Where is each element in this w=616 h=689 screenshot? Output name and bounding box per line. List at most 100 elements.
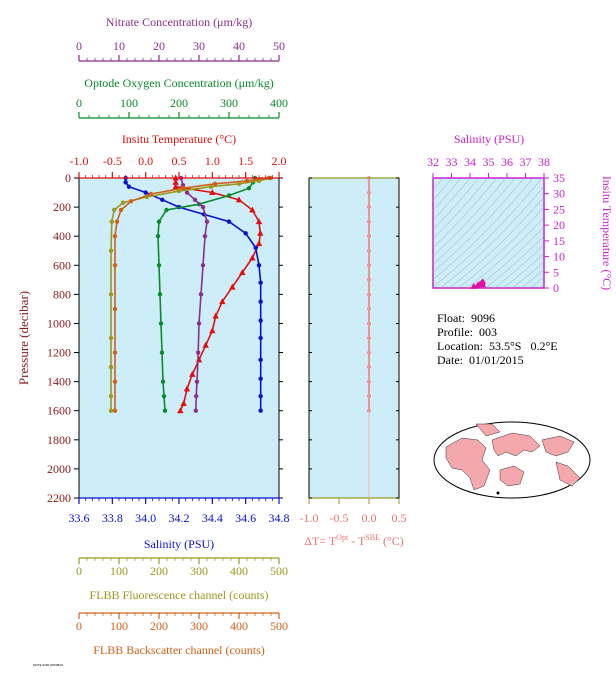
oxygen-point <box>164 207 169 213</box>
info-location: Location: 53.5°S 0.2°E <box>437 339 558 353</box>
fluorescence-point <box>208 184 214 189</box>
temperature-point <box>239 269 246 276</box>
nitrate-axis-title: Nitrate Concentration (μm/kg) <box>106 15 252 29</box>
ts-isopycnal <box>539 284 544 288</box>
temperature-tick-label: 1.0 <box>205 154 220 168</box>
nitrate-point <box>198 292 204 297</box>
oxygen-point <box>161 393 167 399</box>
oxygen-point <box>226 193 232 198</box>
oxygen-point <box>156 263 162 268</box>
salinity-point <box>258 357 263 363</box>
temperature-tick-label: -0.5 <box>103 154 122 168</box>
pressure-axis-label: Pressure (decibar) <box>16 291 31 385</box>
backscatter-point <box>112 233 118 239</box>
ts-y-tick-label: 5 <box>553 265 559 279</box>
temperature-point <box>235 196 243 203</box>
pressure-tick-label: 200 <box>53 200 71 214</box>
oxygen-tick-label: 0 <box>76 96 82 110</box>
backscatter-tick-label: 100 <box>110 619 128 633</box>
fluorescence-point <box>108 393 114 399</box>
temperature-tick-label: 0.0 <box>138 154 153 168</box>
dt-tick-label: -0.5 <box>330 511 349 525</box>
info-profile: Profile: 003 <box>437 325 497 339</box>
pressure-tick-label: 600 <box>53 258 71 272</box>
pressure-tick-label: 0 <box>65 171 71 185</box>
ts-isopycnal <box>485 235 544 288</box>
fluorescence-axis-title: FLBB Fluorescence channel (counts) <box>90 588 269 602</box>
ts-isopycnal <box>449 196 544 288</box>
temperature-axis-title: Insitu Temperature (°C) <box>122 132 236 146</box>
nitrate-point <box>194 379 200 384</box>
ts-x-tick-label: 38 <box>538 155 550 169</box>
nitrate-point <box>184 190 190 195</box>
nitrate-point <box>202 233 208 239</box>
backscatter-axis-title: FLBB Backscatter channel (counts) <box>93 643 265 657</box>
temperature-point <box>209 327 216 334</box>
nitrate-point <box>196 350 201 355</box>
ts-temperature-label: Insitu Temperature (°C) <box>600 176 614 290</box>
salinity-tick-label: 33.8 <box>102 511 123 525</box>
backscatter-point <box>244 178 250 184</box>
salinity-tick-label: 34.8 <box>269 511 290 525</box>
backscatter-tick-label: 400 <box>230 619 248 633</box>
backscatter-point <box>112 408 118 413</box>
temperature-point <box>180 399 187 406</box>
nitrate-tick-label: 30 <box>193 39 205 53</box>
ts-isopycnals <box>433 178 544 288</box>
nitrate-point <box>193 408 198 413</box>
info-float: Float: 9096 <box>437 311 496 325</box>
float-location-marker <box>496 491 500 495</box>
temperature-tick-label: 2.0 <box>272 154 287 168</box>
backscatter-point <box>112 379 118 384</box>
fluorescence-point <box>112 207 117 213</box>
backscatter-point <box>118 207 124 213</box>
temperature-point <box>177 407 184 414</box>
salinity-point <box>258 393 263 399</box>
salinity-point <box>258 318 263 323</box>
fluorescence-point <box>108 248 114 253</box>
backscatter-series <box>112 175 272 413</box>
salinity-point <box>126 184 132 189</box>
temperature-point <box>229 283 236 290</box>
backscatter-point <box>112 350 118 355</box>
ts-isopycnal <box>433 178 498 249</box>
pressure-tick-label: 1800 <box>47 433 71 447</box>
ts-isopycnal <box>433 178 462 211</box>
oxygen-tick-label: 300 <box>220 96 238 110</box>
backscatter-tick-label: 200 <box>150 619 168 633</box>
fluorescence-tick-label: 300 <box>190 564 208 578</box>
nitrate-tick-label: 40 <box>233 39 245 53</box>
ts-isopycnal <box>433 178 489 240</box>
nitrate-point <box>192 197 198 203</box>
ts-y-tick-label: 15 <box>553 234 565 248</box>
ts-salinity-label: Salinity (PSU) <box>454 132 524 146</box>
oxygen-point <box>156 219 162 224</box>
fluorescence-point <box>108 292 114 297</box>
oxygen-point <box>157 292 163 297</box>
temperature-point <box>249 254 256 261</box>
nitrate-point <box>200 204 206 210</box>
fluorescence-point <box>108 364 114 370</box>
ts-isopycnal <box>512 261 544 288</box>
salinity-tick-label: 34.2 <box>169 511 190 525</box>
pressure-tick-label: 2000 <box>47 462 71 476</box>
dt-plot-area <box>308 177 400 499</box>
dt-tick-label: 0.0 <box>362 511 377 525</box>
ts-y-tick-label: 20 <box>553 218 565 232</box>
dt-panel: -1.0 -0.5 0.0 0.5 ΔT= TOpt - TSBE (°C) <box>300 176 407 548</box>
ts-isopycnal <box>433 178 507 257</box>
pressure-tick-label: 800 <box>53 287 71 301</box>
temperature-point <box>189 370 196 377</box>
salinity-point <box>256 263 262 268</box>
nitrate-tick-label: 20 <box>153 39 165 53</box>
world-map <box>433 421 591 499</box>
temperature-point <box>183 385 191 392</box>
temperature-point <box>172 183 179 190</box>
ts-isopycnal <box>503 253 544 288</box>
salinity-point <box>143 190 148 195</box>
ts-y-tick-label: 0 <box>553 281 559 295</box>
profile-panel: 0200400600800100012001400160018002000220… <box>16 15 290 657</box>
ts-x-tick-label: 34 <box>464 155 476 169</box>
salinity-point <box>160 197 165 203</box>
ts-y-tick-label: 35 <box>553 171 565 185</box>
